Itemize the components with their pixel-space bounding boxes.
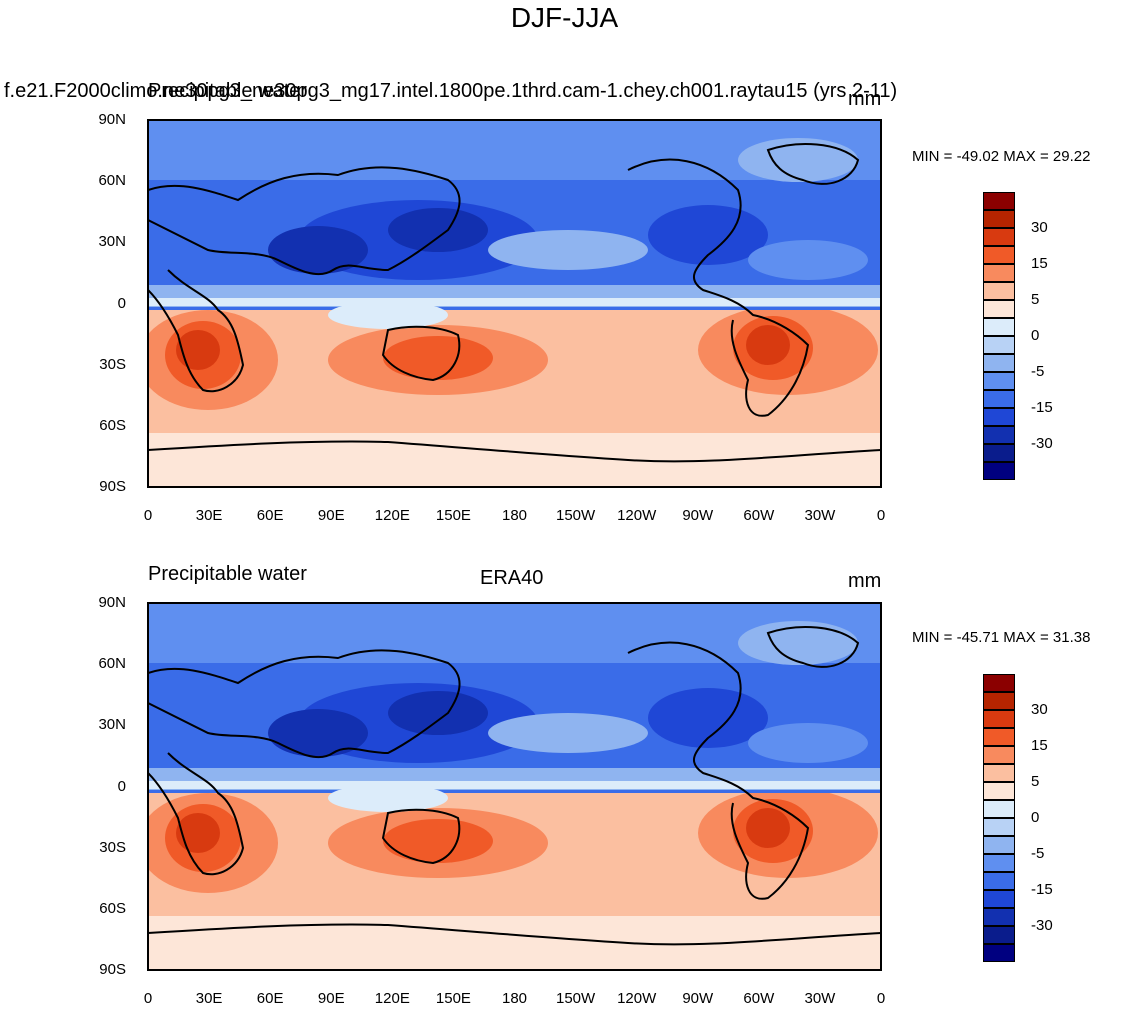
colorbar-label: -5 [1031,845,1045,862]
colorbar-label: 15 [1031,737,1048,754]
colorbar-segment [983,354,1015,372]
lon-tick-label: 0 [143,990,153,1007]
colorbar-segment [983,300,1015,318]
lat-tick-label: 0 [117,294,126,312]
lon-tick-label: 60W [743,990,775,1007]
colorbar-segment [983,462,1015,480]
panel2-map [147,602,882,971]
lat-tick-label: 30N [98,716,126,734]
colorbar-segment [983,890,1015,908]
lat-tick-label: 30S [99,838,126,856]
lon-tick-label: 30W [804,990,836,1007]
lon-tick-label: 60E [256,990,284,1007]
lat-tick-label: 0 [117,777,126,795]
lon-tick-label: 150E [435,990,471,1007]
colorbar-segment [983,764,1015,782]
lat-tick-label: 90N [98,111,126,128]
colorbar-label: 0 [1031,809,1040,826]
colorbar-segment [983,264,1015,282]
lon-tick-label: 60E [256,507,284,524]
colorbar-segment [983,800,1015,818]
panel1-left-title: f.e21.F2000climo.ne30pg3_ne30pg3_mg17.in… [4,80,898,102]
lat-tick-label: 60S [99,899,126,917]
colorbar-segment [983,246,1015,264]
colorbar-segment [983,426,1015,444]
colorbar-segment [983,782,1015,800]
lon-tick-label: 120E [374,990,410,1007]
colorbar-segment [983,836,1015,854]
colorbar-segment [983,372,1015,390]
colorbar-label: -5 [1031,363,1045,380]
lat-tick-label: 90N [98,594,126,611]
lon-tick-label: 90E [317,990,345,1007]
lon-tick-label: 30E [195,990,223,1007]
colorbar-label: -15 [1031,881,1053,898]
colorbar-segment [983,390,1015,408]
panel1-units: mm [848,88,882,110]
colorbar-segment [983,872,1015,890]
lon-tick-label: 30W [804,507,836,524]
lon-tick-label: 150E [435,507,471,524]
panel1-map [147,119,882,488]
lon-tick-label: 150W [555,507,596,524]
colorbar-segment [983,192,1015,210]
colorbar-label: 30 [1031,701,1048,718]
lon-tick-label: 180 [501,507,528,524]
colorbar-label: 0 [1031,327,1040,344]
colorbar-segment [983,854,1015,872]
panel2-minmax: MIN = -45.71 MAX = 31.38 [912,629,1091,646]
colorbar-label: 15 [1031,255,1048,272]
lon-tick-label: 30E [195,507,223,524]
colorbar-segment [983,282,1015,300]
colorbar-label: 5 [1031,291,1040,308]
panel2-units: mm [848,570,882,592]
colorbar-label: -30 [1031,435,1053,452]
lon-tick-label: 60W [743,507,775,524]
colorbar-segment [983,908,1015,926]
colorbar-segment [983,210,1015,228]
lon-tick-label: 0 [876,507,886,524]
lat-tick-label: 90S [99,961,126,978]
colorbar-segment [983,692,1015,710]
lat-tick-label: 30N [98,233,126,251]
colorbar-segment [983,728,1015,746]
colorbar-label: -30 [1031,917,1053,934]
lat-tick-label: 60N [98,172,126,190]
panel2-center-title: ERA40 [480,567,544,589]
lat-tick-label: 60S [99,416,126,434]
lon-tick-label: 90W [682,507,714,524]
lon-tick-label: 120W [617,990,657,1007]
colorbar-segment [983,408,1015,426]
colorbar-segment [983,710,1015,728]
colorbar-segment [983,444,1015,462]
colorbar-label: 5 [1031,773,1040,790]
panel1-minmax: MIN = -49.02 MAX = 29.22 [912,148,1091,165]
colorbar-label: -15 [1031,399,1053,416]
lon-tick-label: 120E [374,507,410,524]
lon-tick-label: 180 [501,990,528,1007]
colorbar-segment [983,336,1015,354]
lat-tick-label: 90S [99,478,126,495]
colorbar-segment [983,318,1015,336]
colorbar-segment [983,818,1015,836]
lat-tick-label: 30S [99,355,126,373]
colorbar-segment [983,746,1015,764]
lon-tick-label: 90W [682,990,714,1007]
colorbar-segment [983,926,1015,944]
panel1-left-title-overlap: Precipitable water [148,80,307,102]
lon-tick-label: 150W [555,990,596,1007]
lat-tick-label: 60N [98,655,126,673]
colorbar-segment [983,228,1015,246]
colorbar-segment [983,674,1015,692]
panel2-left-title: Precipitable water [148,563,307,585]
colorbar-segment [983,944,1015,962]
colorbar-label: 30 [1031,219,1048,236]
lon-tick-label: 120W [617,507,657,524]
lon-tick-label: 0 [143,507,153,524]
lon-tick-label: 90E [317,507,345,524]
figure-title: DJF-JJA [510,2,619,33]
lon-tick-label: 0 [876,990,886,1007]
